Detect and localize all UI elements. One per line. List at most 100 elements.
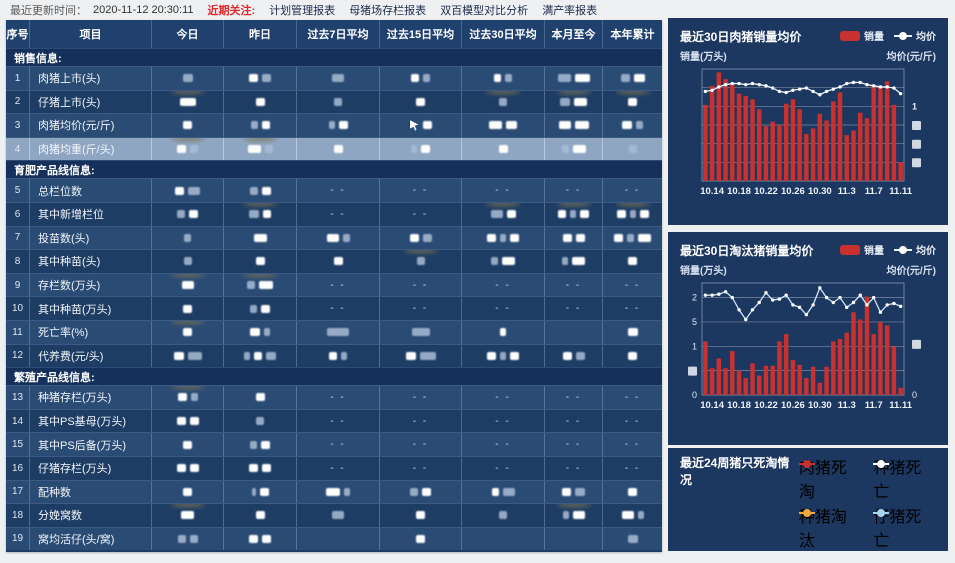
redacted-values xyxy=(616,210,649,219)
column-header: 过去7日平均 xyxy=(297,20,380,48)
table-row[interactable]: 12 代养费(元/头) xyxy=(6,343,662,368)
data-point xyxy=(771,86,775,90)
table-row[interactable]: 8 其中种苗(头) xyxy=(6,249,662,273)
redacted-values xyxy=(560,97,587,106)
chart-card-pork-sales: 最近30日肉猪销量均价 销量 均价 销量(万头) 均价(元/斤) 1 10.14 1… xyxy=(668,18,948,225)
redacted-value-blob xyxy=(506,121,517,130)
table-row[interactable]: 16 仔猪存栏(万头) - - - - - - - - - - xyxy=(6,455,662,480)
table-row[interactable]: 17 配种数 xyxy=(6,479,662,504)
blur-smudge-icon xyxy=(170,320,205,324)
table-row[interactable]: 9 存栏数(万头) - - - - - - - - - - xyxy=(6,272,662,297)
redacted-value-blob xyxy=(263,210,271,219)
sales-bar xyxy=(703,341,708,395)
legend-label: 销量 xyxy=(864,32,884,43)
value-cell xyxy=(152,273,224,297)
data-point xyxy=(710,293,714,297)
value-cell xyxy=(603,504,662,527)
redacted-value-blob xyxy=(328,121,335,130)
redacted-values xyxy=(628,145,637,154)
topbar-report-link[interactable]: 满产率报表 xyxy=(542,4,598,17)
table-row[interactable]: 14 其中PS基母(万头) - - - - - - - - - - xyxy=(6,408,662,433)
data-point xyxy=(784,90,788,95)
table-row[interactable]: 7 投苗数(头) xyxy=(6,225,662,250)
sales-bar xyxy=(878,86,883,181)
sales-bar xyxy=(824,366,829,395)
redacted-value-blob xyxy=(183,257,192,266)
redacted-value-blob xyxy=(262,74,271,83)
no-data-dashes: - - xyxy=(624,185,641,197)
table-row[interactable]: 10 其中种苗(万头) - - - - - - - - - - xyxy=(6,296,662,320)
table-row[interactable]: 1 肉猪上市(头) xyxy=(6,66,662,90)
avg-price-line xyxy=(705,81,902,96)
table-row[interactable]: 15 其中PS后备(万头) - - - - - - - - - - xyxy=(6,432,662,456)
table-row[interactable]: 13 种猪存栏(万头) - - - - - - - - - - xyxy=(6,385,662,409)
table-row[interactable]: 5 总栏位数 - - - - - - - - - - xyxy=(6,178,662,202)
redacted-values xyxy=(494,74,512,83)
no-data-dashes: - - xyxy=(330,279,346,291)
redacted-values xyxy=(326,487,350,496)
redacted-values xyxy=(621,511,644,520)
redacted-value-blob xyxy=(628,487,637,496)
redacted-value-blob xyxy=(498,145,508,154)
no-data-dashes: - - xyxy=(330,439,346,451)
value-cell xyxy=(297,226,380,250)
row-number: 4 xyxy=(6,137,30,161)
value-cell xyxy=(297,504,380,527)
redacted-value-blob xyxy=(416,97,425,106)
redacted-value-blob xyxy=(189,210,198,219)
sales-bar xyxy=(770,121,775,181)
value-cell xyxy=(462,90,545,114)
table-row[interactable]: 19 窝均活仔(头/窝) xyxy=(6,526,662,551)
legend-item-sales[interactable]: 销量 xyxy=(840,242,884,257)
value-cell xyxy=(462,67,545,90)
redacted-value-blob xyxy=(333,257,343,266)
topbar-report-link[interactable]: 计划管理报表 xyxy=(269,4,336,17)
c3-legend-item[interactable]: 肉猪死淘 xyxy=(798,454,862,502)
redacted-value-blob xyxy=(341,351,347,360)
value-cell xyxy=(152,179,224,202)
c3-legend-item[interactable]: 仔猪死亡 xyxy=(873,503,936,551)
legend-item-avg-price[interactable]: 均价 xyxy=(894,242,936,257)
redacted-value-blob xyxy=(422,487,431,496)
x-tick-label: 11.3 xyxy=(838,186,856,197)
no-data-dashes: - - xyxy=(565,391,582,403)
plot-frame xyxy=(701,68,905,182)
table-row[interactable]: 18 分娩窝数 xyxy=(6,503,662,527)
no-data-dashes: - - xyxy=(565,279,582,291)
redacted-value-blob xyxy=(176,464,186,473)
value-cell xyxy=(462,250,545,273)
legend-item-avg-price[interactable]: 均价 xyxy=(894,28,936,43)
redacted-values xyxy=(255,257,265,266)
redacted-values xyxy=(177,393,198,402)
redacted-values xyxy=(328,121,348,130)
table-row[interactable]: 11 死亡率(%) xyxy=(6,319,662,344)
redacted-values xyxy=(411,74,430,83)
table-row[interactable]: 2 仔猪上市(头) xyxy=(6,89,662,114)
data-point xyxy=(898,304,903,309)
redacted-value-blob xyxy=(182,74,193,83)
redacted-values xyxy=(173,351,202,360)
row-item-label: 配种数 xyxy=(30,480,152,504)
redacted-values xyxy=(182,74,193,83)
topbar-report-link[interactable]: 双百模型对比分析 xyxy=(440,4,529,17)
redacted-value-blob xyxy=(409,233,419,242)
c3-legend-item[interactable]: 种猪死亡 xyxy=(873,454,936,502)
sales-bar xyxy=(790,99,796,181)
redacted-values xyxy=(183,257,192,266)
c3-legend-item[interactable]: 种猪淘汰 xyxy=(798,503,862,551)
table-row[interactable]: 4 肉猪均重(斤/头) xyxy=(6,136,662,161)
value-cell xyxy=(380,527,462,551)
topbar-report-link[interactable]: 母猪场存栏报表 xyxy=(349,4,427,17)
redacted-value-blob xyxy=(627,233,634,242)
redacted-values xyxy=(628,351,637,360)
table-row[interactable]: 6 其中新增栏位 - - - - xyxy=(6,201,662,226)
redacted-value-blob xyxy=(622,121,632,130)
sales-bar xyxy=(743,95,748,181)
value-cell xyxy=(224,90,297,114)
no-data-dashes: - - xyxy=(495,303,511,315)
table-row[interactable]: 3 肉猪均价(元/斤) xyxy=(6,113,662,137)
pork-sales-chart[interactable]: 1 10.14 10.18 10.22 10.26 10.30 11.3 11.7 11.11 xyxy=(680,65,936,201)
legend-item-sales[interactable]: 销量 xyxy=(840,28,884,43)
redacted-values xyxy=(183,121,192,130)
